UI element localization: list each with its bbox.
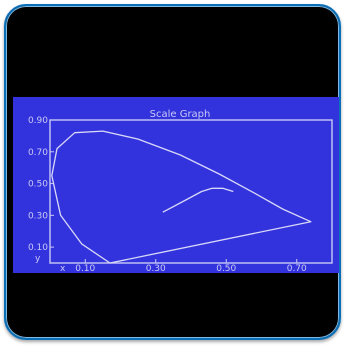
x-tick-label: 0.10: [75, 264, 95, 273]
x-tick-label: 0.50: [216, 264, 236, 273]
x-axis-label: x: [60, 264, 66, 273]
spectral-locus-line: [51, 130, 312, 264]
y-tick-label: 0.90: [28, 116, 48, 126]
chart-title: Scale Graph: [150, 109, 211, 120]
y-tick-label: 0.30: [28, 211, 48, 221]
y-tick-label: 0.70: [28, 148, 48, 158]
y-tick-label: 0.50: [28, 180, 48, 190]
y-axis-label: y: [35, 254, 41, 264]
y-tick-label: 0.10: [28, 243, 48, 253]
x-tick-label: 0.30: [146, 264, 166, 273]
lcd-screen: Scale Graph x y 0.90 0.70 0.50 0.30 0.10 0.1…: [13, 97, 339, 273]
scale-graph-chart: Scale Graph x y 0.90 0.70 0.50 0.30 0.10 0.1…: [28, 109, 333, 273]
device-frame: Scale Graph x y 0.90 0.70 0.50 0.30 0.10 0.1…: [4, 4, 341, 340]
x-tick-label: 0.70: [287, 264, 307, 273]
series-line: [162, 187, 234, 213]
plot-frame: [49, 119, 333, 264]
